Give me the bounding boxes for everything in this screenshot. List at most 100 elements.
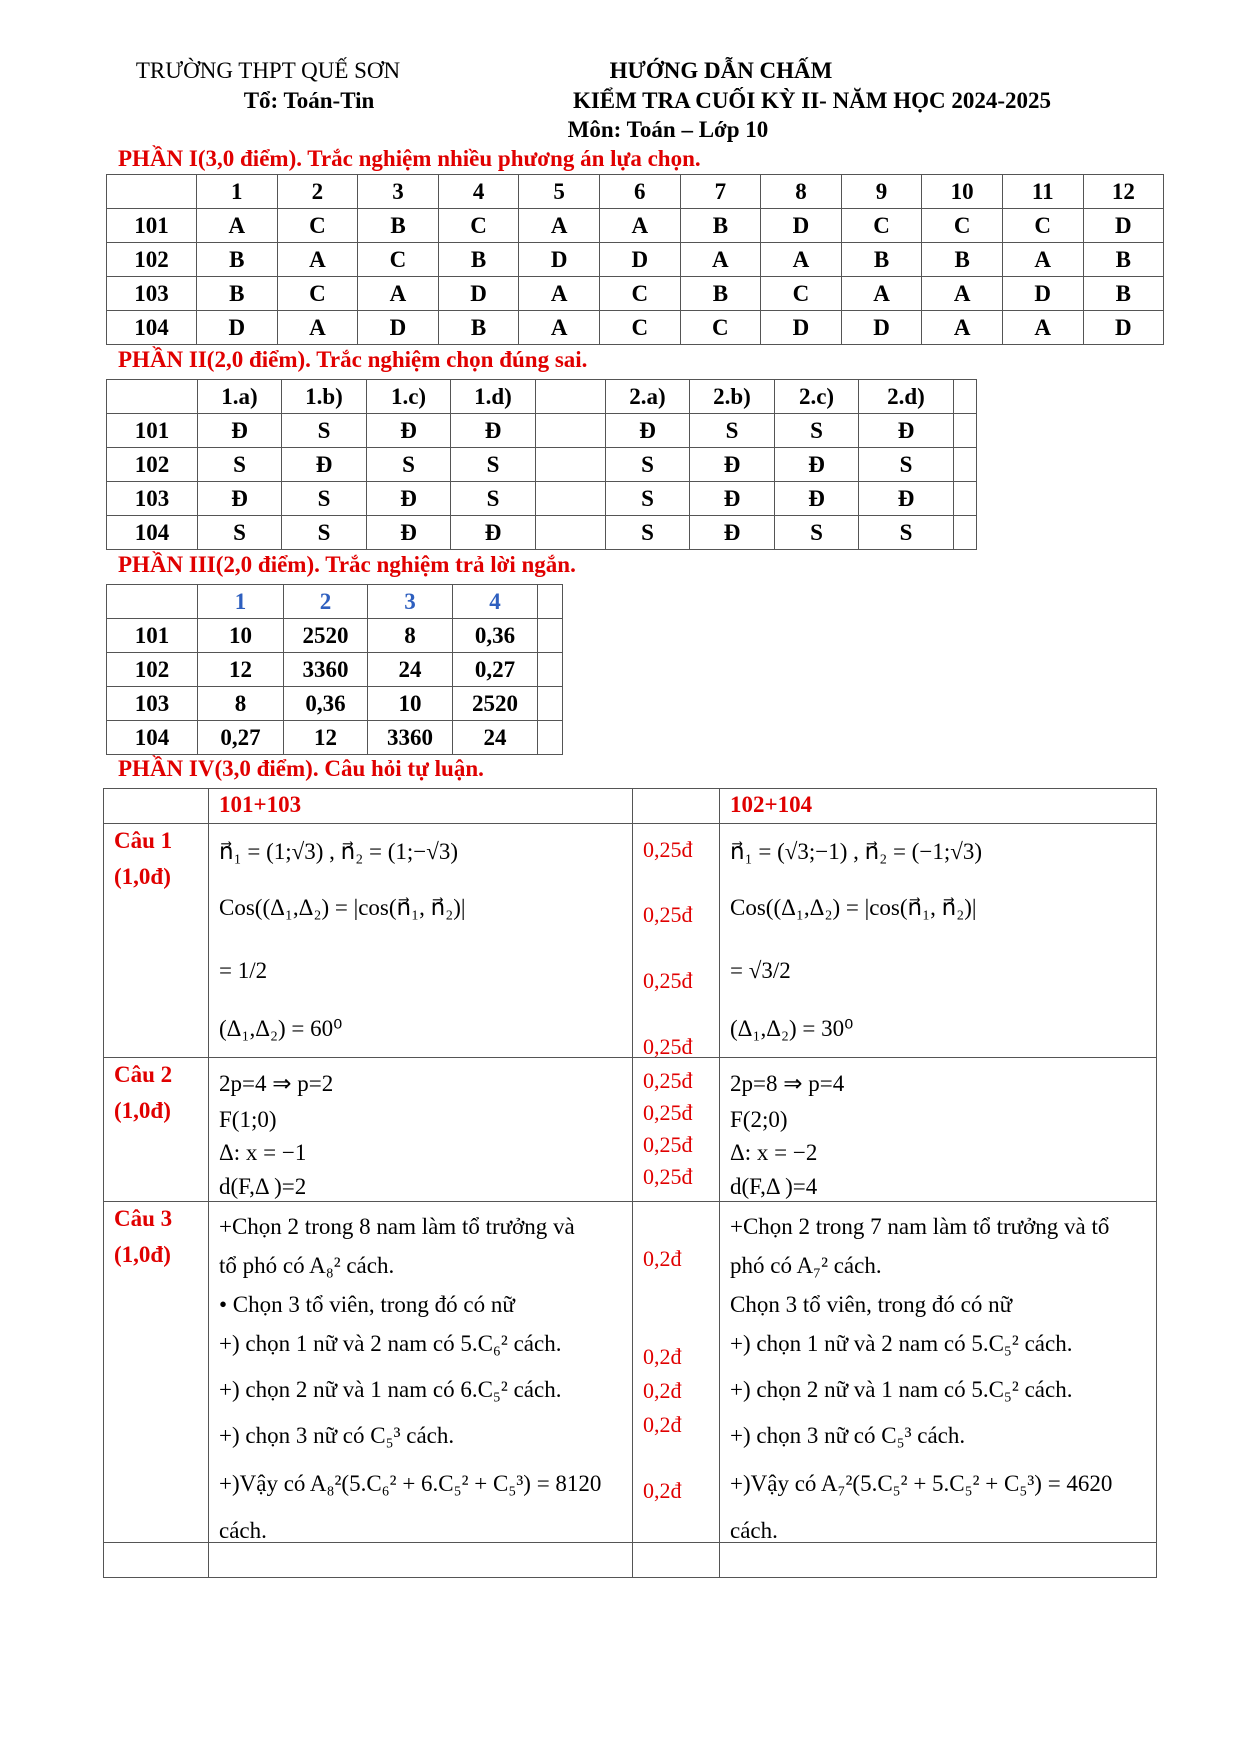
question-row: Câu 2 (1,0đ) 2p=4 ⇒ p=2 F(1;0) Δ: x = −1 d(F,…	[103, 1058, 1157, 1202]
answer-cell: S	[197, 447, 282, 482]
answer-cell: Đ	[450, 515, 536, 550]
answer-cell: 2520	[283, 618, 368, 653]
answer-cell: A	[679, 242, 762, 277]
solution-line: cách.	[219, 1518, 267, 1543]
points-value: 0,2đ	[643, 1344, 682, 1369]
answer-cell	[535, 515, 606, 550]
part3-title: PHẦN III(2,0 điểm). Trắc nghiệm trả lời …	[118, 552, 576, 577]
answer-cell: 0,27	[197, 720, 284, 755]
answer-cell: B	[437, 310, 520, 345]
solution-cell-a: 2p=4 ⇒ p=2 F(1;0) Δ: x = −1 d(F,Δ )=2	[209, 1058, 633, 1201]
solution-line: Cos((Δ₁,Δ₂) = |cos(n⃗₁, n⃗₂)|	[219, 895, 466, 920]
column-header: 11	[1001, 174, 1084, 209]
answer-cell: Đ	[689, 481, 775, 516]
answer-cell: D	[760, 208, 842, 243]
table-row: 104 S S Đ Đ S Đ S S	[106, 515, 977, 550]
exam-code-cell: 102	[106, 242, 197, 277]
empty-cell	[209, 1543, 633, 1577]
exam-code-cell: 103	[106, 686, 198, 721]
exam-code-cell: 102	[106, 652, 198, 687]
answer-cell: D	[1082, 310, 1165, 345]
answer-cell: Đ	[605, 413, 690, 448]
column-header: 2	[276, 174, 359, 209]
answer-cell	[535, 481, 606, 516]
answer-cell: S	[450, 481, 536, 516]
table-row: 102 B A C B D D A A B B A B	[106, 242, 1165, 277]
table-header-row: 1.a) 1.b) 1.c) 1.d) 2.a) 2.b) 2.c) 2.d)	[106, 379, 977, 414]
points-value: 0,2đ	[643, 1378, 682, 1403]
exam-code-cell: 101	[106, 618, 198, 653]
empty-row	[103, 1543, 1157, 1578]
answer-cell: A	[921, 276, 1003, 311]
answer-cell: 12	[197, 652, 284, 687]
column-header: 3	[367, 584, 453, 619]
answer-cell: 24	[367, 652, 453, 687]
department: Tổ: Toán-Tin	[243, 88, 375, 113]
answer-cell: B	[1082, 242, 1165, 277]
question-score: (1,0đ)	[114, 864, 171, 889]
column-header	[537, 584, 563, 619]
column-header: 12	[1082, 174, 1165, 209]
column-header: 2.a)	[605, 379, 690, 414]
solution-cell-a: n⃗₁ = (1;√3) , n⃗₂ = (1;−√3) Cos((Δ₁,Δ₂) …	[209, 824, 633, 1057]
answer-cell: S	[774, 515, 859, 550]
part2-title: PHẦN II(2,0 điểm). Trắc nghiệm chọn đúng…	[118, 347, 588, 372]
answer-cell: 12	[283, 720, 368, 755]
answer-cell	[537, 686, 563, 721]
points-cell: 0,2đ 0,2đ 0,2đ 0,2đ 0,2đ	[633, 1202, 720, 1542]
question-label: Câu 1	[114, 828, 173, 853]
answer-cell: Đ	[366, 481, 451, 516]
answer-cell	[537, 720, 563, 755]
question-score: (1,0đ)	[114, 1098, 171, 1123]
exam-code-cell: 104	[106, 310, 197, 345]
answer-cell: 24	[452, 720, 538, 755]
part4-title: PHẦN IV(3,0 điểm). Câu hỏi tự luận.	[118, 756, 484, 781]
solution-line: 2p=4 ⇒ p=2	[219, 1071, 334, 1096]
column-header: 8	[760, 174, 842, 209]
answer-cell: Đ	[774, 447, 859, 482]
empty-cell	[633, 1543, 720, 1577]
solution-line: phó có A₇² cách.	[730, 1253, 882, 1278]
solution-cell-a: +Chọn 2 trong 8 nam làm tổ trưởng và tổ p…	[209, 1202, 633, 1543]
solution-line: F(2;0)	[730, 1107, 788, 1132]
points-value: 0,25đ	[643, 902, 693, 927]
solution-line: +) chọn 3 nữ có C₅³ cách.	[219, 1423, 455, 1448]
answer-cell: Đ	[858, 413, 954, 448]
table-row: 103 Đ S Đ S S Đ Đ Đ	[106, 481, 977, 516]
answer-cell: C	[357, 242, 439, 277]
exam-code-cell: 101	[106, 208, 197, 243]
points-value: 0,2đ	[643, 1412, 682, 1437]
column-header: 5	[518, 174, 600, 209]
answer-cell: S	[605, 515, 690, 550]
answer-cell: Đ	[450, 413, 536, 448]
answer-cell: C	[437, 208, 520, 243]
table-row: 102 S Đ S S S Đ Đ S	[106, 447, 977, 482]
column-header: 10	[921, 174, 1003, 209]
solution-cell-b: +Chọn 2 trong 7 nam làm tổ trưởng và tổ p…	[720, 1202, 1157, 1543]
solution-line: +) chọn 2 nữ và 1 nam có 5.C₅² cách.	[730, 1377, 1073, 1402]
solution-line: 2p=8 ⇒ p=4	[730, 1071, 845, 1096]
table-row: 103 8 0,36 10 2520	[106, 686, 563, 721]
column-header: 1.c)	[366, 379, 451, 414]
answer-cell: Đ	[197, 413, 282, 448]
answer-cell: C	[598, 276, 681, 311]
question-label-cell: Câu 2 (1,0đ)	[103, 1058, 209, 1201]
answer-cell: C	[1001, 208, 1084, 243]
answer-cell: 0,27	[452, 652, 538, 687]
answer-cell: S	[281, 481, 367, 516]
solution-cell-b: n⃗₁ = (√3;−1) , n⃗₂ = (−1;√3) Cos((Δ₁,Δ₂)…	[720, 824, 1157, 1057]
answer-cell: D	[357, 310, 439, 345]
table-row: 104 D A D B A C C D D A A D	[106, 310, 1165, 345]
points-value: 0,25đ	[643, 1132, 693, 1157]
question-label: Câu 3	[114, 1206, 173, 1231]
solution-line: • Chọn 3 tổ viên, trong đó có nữ	[219, 1292, 515, 1317]
solution-line: Chọn 3 tổ viên, trong đó có nữ	[730, 1292, 1013, 1317]
answer-cell: B	[1082, 276, 1165, 311]
question-row: Câu 3 (1,0đ) +Chọn 2 trong 8 nam làm tổ tr…	[103, 1202, 1157, 1543]
answer-cell: B	[679, 208, 762, 243]
answer-cell: C	[760, 276, 842, 311]
column-header: 2.b)	[689, 379, 775, 414]
part4-table: 101+103 102+104 Câu 1 (1,0đ) n⃗₁ = (1;√3) , …	[103, 788, 1157, 1578]
answer-cell: 3360	[367, 720, 453, 755]
